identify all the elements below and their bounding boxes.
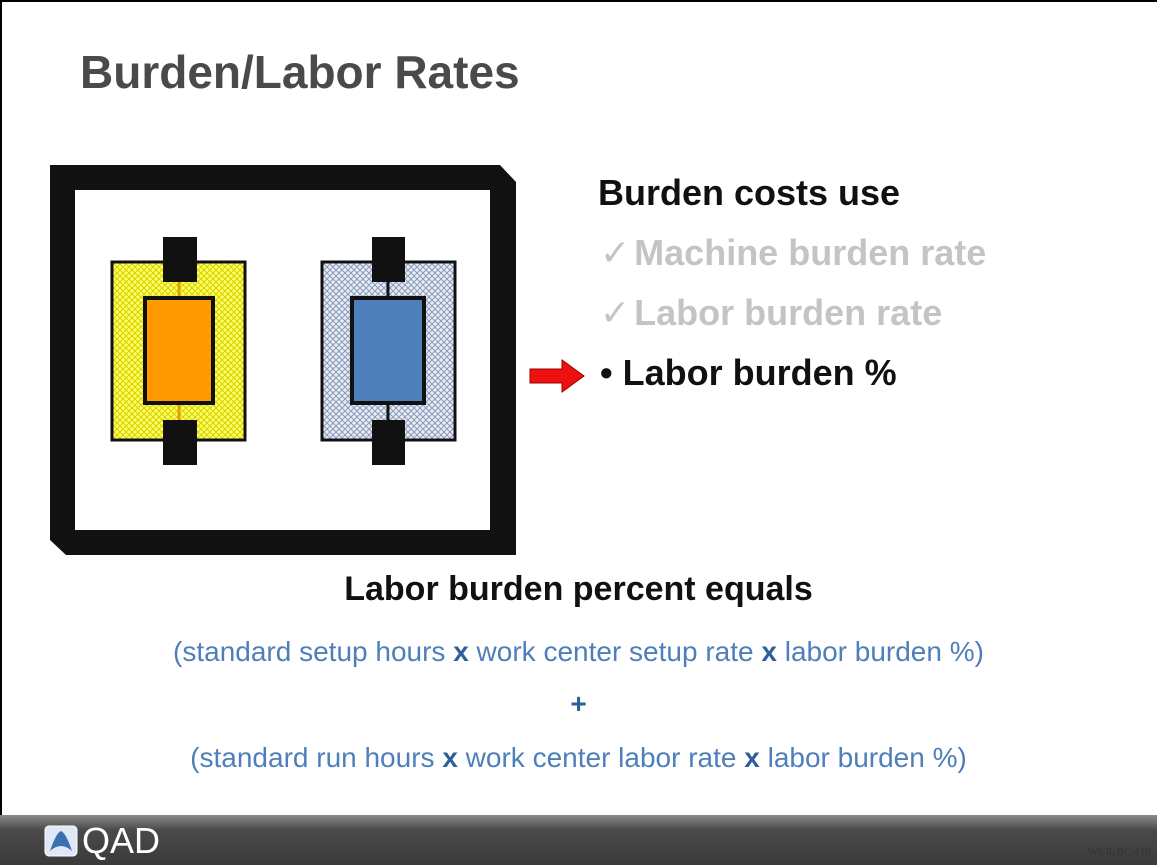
formula-heading: Labor burden percent equals: [0, 570, 1157, 609]
formula-term: labor burden %): [777, 636, 984, 667]
formula-operator: x: [744, 742, 760, 773]
formula-line: (standard run hours x work center labor …: [0, 742, 1157, 774]
formula-line: (standard setup hours x work center setu…: [0, 636, 1157, 668]
list-marker: •: [600, 352, 613, 393]
formula-term: work center setup rate: [469, 636, 762, 667]
logo-text: QAD: [82, 820, 160, 862]
logo-icon: [44, 825, 78, 857]
list-marker: ✓: [600, 292, 630, 333]
footer-bar: [0, 815, 1157, 865]
formula-line: +: [0, 688, 1157, 720]
formula-operator: x: [442, 742, 458, 773]
formula-operator: x: [761, 636, 777, 667]
formula-term: (standard setup hours: [173, 636, 453, 667]
list-heading: Burden costs use: [598, 172, 900, 214]
list-item: ✓Machine burden rate: [600, 232, 986, 274]
formula-operator: +: [570, 688, 586, 719]
slide-code: WCR-BC-110: [1088, 846, 1151, 858]
formula-operator: x: [453, 636, 469, 667]
formula-term: labor burden %): [760, 742, 967, 773]
page: Burden/Labor Rates Burden costs use ✓Mac…: [0, 0, 1157, 865]
list-text: Machine burden rate: [634, 232, 986, 273]
formula-term: (standard run hours: [190, 742, 442, 773]
list-item: ✓Labor burden rate: [600, 292, 942, 334]
diagram: [0, 0, 600, 600]
list-marker: ✓: [600, 232, 630, 273]
list-text: Labor burden %: [623, 352, 897, 393]
list-item: •Labor burden %: [600, 352, 897, 394]
list-text: Labor burden rate: [634, 292, 942, 333]
formula-term: work center labor rate: [458, 742, 744, 773]
